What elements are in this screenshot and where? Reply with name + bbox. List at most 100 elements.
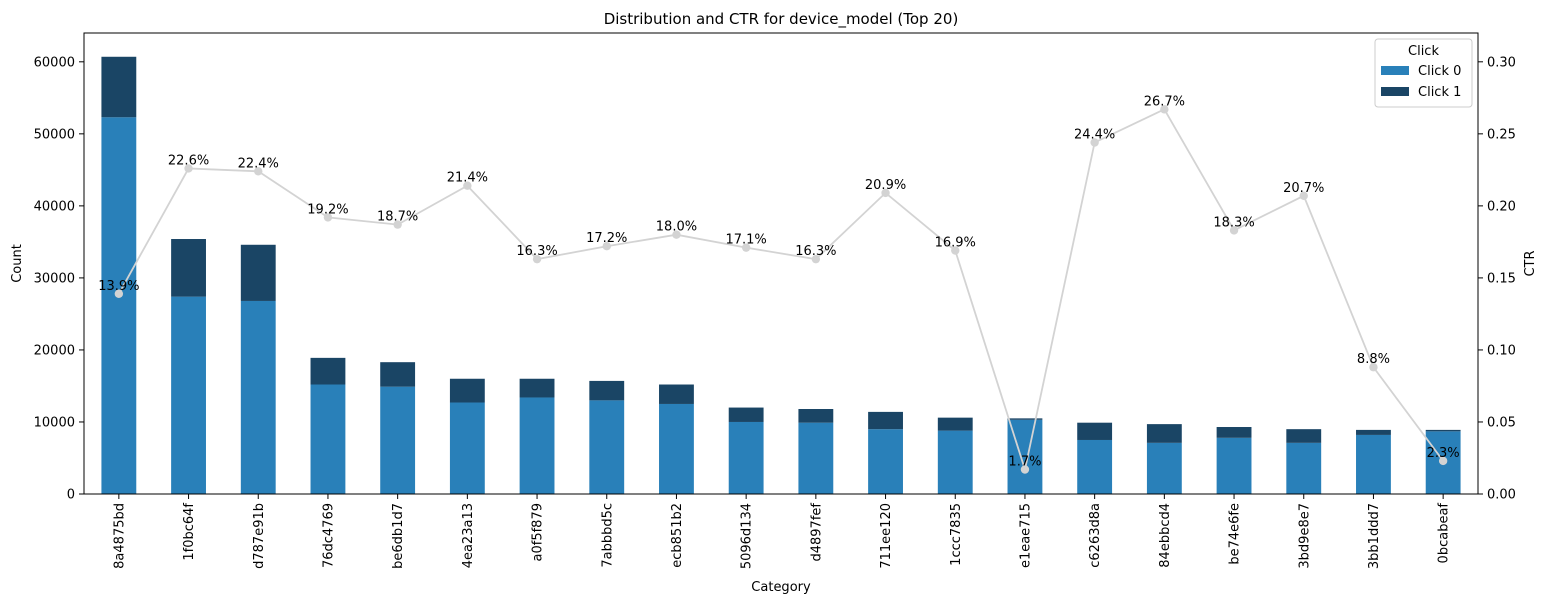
- x-tick-label: 0bcabeaf: [1437, 503, 1452, 564]
- x-tick-label: d4897fef: [809, 503, 824, 562]
- ctr-point-3bb1ddd7: [1369, 363, 1378, 372]
- ctr-label-be6db1d7: 18.7%: [377, 210, 418, 225]
- bar-d787e91b-click-1: [240, 244, 276, 301]
- ctr-label-8a4875bd: 13.9%: [98, 279, 139, 294]
- ctr-line-layer: [114, 105, 1448, 474]
- bar-1f0bc64f-click-0: [171, 296, 206, 494]
- ctr-label-711ee120: 20.9%: [865, 178, 906, 193]
- ctr-label-ecb851b2: 18.0%: [656, 220, 697, 235]
- bar-5096d134-click-1: [728, 407, 764, 422]
- bar-a0f5f879-click-0: [519, 397, 555, 494]
- y2-tick-label: 0.10: [1487, 343, 1516, 358]
- bar-d4897fef-click-0: [798, 422, 834, 494]
- ctr-point-be6db1d7: [393, 220, 402, 229]
- bar-3bb1ddd7-click-0: [1356, 434, 1391, 494]
- x-tick-label: d787e91b: [252, 503, 267, 569]
- chart-title: Distribution and CTR for device_model (T…: [604, 10, 959, 29]
- bars-layer: [101, 56, 1461, 495]
- ctr-line: [118, 108, 1444, 474]
- legend: Click Click 0 Click 1: [1374, 38, 1473, 108]
- x-tick-label: 8a4875bd: [112, 503, 127, 569]
- bar-a0f5f879-click-1: [519, 378, 555, 398]
- ctr-label-1f0bc64f: 22.6%: [168, 153, 209, 168]
- ctr-label-3bd9e8e7: 20.7%: [1283, 181, 1324, 196]
- bar-711ee120-click-1: [868, 411, 903, 430]
- ctr-point-7abbbd5c: [602, 242, 611, 251]
- bar-be6db1d7-click-0: [380, 386, 416, 494]
- x-axis-label: Category: [751, 580, 811, 595]
- ctr-point-3bd9e8e7: [1299, 191, 1308, 200]
- y-tick-label: 10000: [34, 415, 75, 430]
- ctr-point-ecb851b2: [672, 230, 681, 239]
- y2-axis-label: CTR: [1523, 250, 1538, 276]
- ctr-point-5096d134: [741, 243, 751, 252]
- ctr-label-c6263d8a: 24.4%: [1074, 127, 1115, 142]
- bar-be74e6fe-click-1: [1216, 427, 1252, 438]
- x-tick-label: ecb851b2: [670, 503, 685, 568]
- ctr-label-a0f5f879: 16.3%: [516, 244, 557, 259]
- bar-c6263d8a-click-1: [1077, 422, 1113, 440]
- ctr-point-1ccc7835: [951, 246, 960, 255]
- y-axis-right: 0.00 0.05 0.10 0.15 0.20 0.25 0.30: [1478, 55, 1516, 503]
- y-tick-label: 0: [67, 488, 75, 503]
- y2-tick-label: 0.00: [1487, 488, 1516, 503]
- bar-d787e91b-click-0: [240, 300, 276, 494]
- ctr-point-c6263d8a: [1090, 138, 1099, 147]
- bar-3bb1ddd7-click-1: [1356, 429, 1391, 435]
- x-tick-label: 3bd9e8e7: [1297, 503, 1312, 569]
- bar-ecb851b2-click-1: [659, 384, 694, 404]
- ctr-point-be74e6fe: [1229, 226, 1239, 235]
- bar-c6263d8a-click-0: [1077, 439, 1113, 494]
- x-tick-label: 1ccc7835: [949, 503, 964, 566]
- ctr-label-1ccc7835: 16.9%: [935, 236, 976, 251]
- legend-label-click-0: Click 0: [1418, 64, 1461, 79]
- legend-title: Click: [1408, 44, 1439, 59]
- bar-be6db1d7-click-1: [380, 362, 416, 387]
- bar-3bd9e8e7-click-1: [1286, 429, 1322, 443]
- y2-tick-label: 0.15: [1487, 271, 1516, 286]
- x-tick-label: 4ea23a13: [461, 503, 476, 568]
- ctr-label-3bb1ddd7: 8.8%: [1357, 352, 1390, 367]
- y-axis-left: 0 10000 20000 30000 40000 50000 60000: [34, 55, 84, 503]
- ctr-point-76dc4769: [323, 213, 333, 222]
- ctr-label-5096d134: 17.1%: [725, 233, 766, 248]
- y-tick-label: 20000: [34, 343, 75, 358]
- legend-swatch-click-0: [1381, 66, 1409, 75]
- bar-3bd9e8e7-click-0: [1286, 442, 1322, 494]
- bar-84ebbcd4-click-1: [1146, 424, 1182, 443]
- ctr-label-d4897fef: 16.3%: [795, 244, 836, 259]
- ctr-point-4ea23a13: [463, 181, 472, 190]
- x-tick-label: 1f0bc64f: [182, 503, 197, 561]
- ctr-point-e1eae715: [1020, 465, 1030, 474]
- ctr-point-a0f5f879: [532, 254, 542, 264]
- ctr-label-4ea23a13: 21.4%: [447, 171, 488, 186]
- x-tick-label: be74e6fe: [1228, 503, 1243, 565]
- x-tick-label: a0f5f879: [531, 503, 546, 561]
- bar-7abbbd5c-click-1: [589, 380, 625, 401]
- y-axis-label: Count: [10, 244, 25, 283]
- ctr-label-76dc4769: 19.2%: [307, 202, 348, 217]
- ctr-labels-layer: 13.9% 22.6% 22.4% 19.2% 18.7% 21.4% 16.3% 17.2%…: [98, 94, 1459, 469]
- bar-4ea23a13-click-1: [449, 378, 485, 403]
- bar-1ccc7835-click-0: [937, 430, 973, 494]
- ctr-point-711ee120: [881, 188, 890, 198]
- bar-d4897fef-click-1: [798, 409, 834, 423]
- bar-e1eae715-click-1: [1007, 418, 1043, 420]
- bar-84ebbcd4-click-0: [1146, 442, 1182, 494]
- ctr-label-d787e91b: 22.4%: [238, 156, 279, 171]
- y-tick-label: 30000: [34, 271, 75, 286]
- ctr-point-8a4875bd: [114, 289, 124, 298]
- ctr-label-7abbbd5c: 17.2%: [586, 231, 627, 246]
- ctr-point-84ebbcd4: [1160, 105, 1169, 114]
- bar-ecb851b2-click-0: [659, 403, 694, 494]
- bar-1f0bc64f-click-1: [171, 239, 206, 297]
- ctr-point-0bcabeaf: [1438, 456, 1448, 466]
- bar-8a4875bd-click-0: [101, 117, 137, 495]
- ctr-label-e1eae715: 1.7%: [1008, 455, 1041, 470]
- bar-be74e6fe-click-0: [1216, 437, 1252, 494]
- y2-tick-label: 0.20: [1487, 199, 1516, 214]
- bar-1ccc7835-click-1: [937, 417, 973, 431]
- bar-5096d134-click-0: [728, 421, 764, 494]
- x-tick-label: 3bb1ddd7: [1367, 503, 1382, 569]
